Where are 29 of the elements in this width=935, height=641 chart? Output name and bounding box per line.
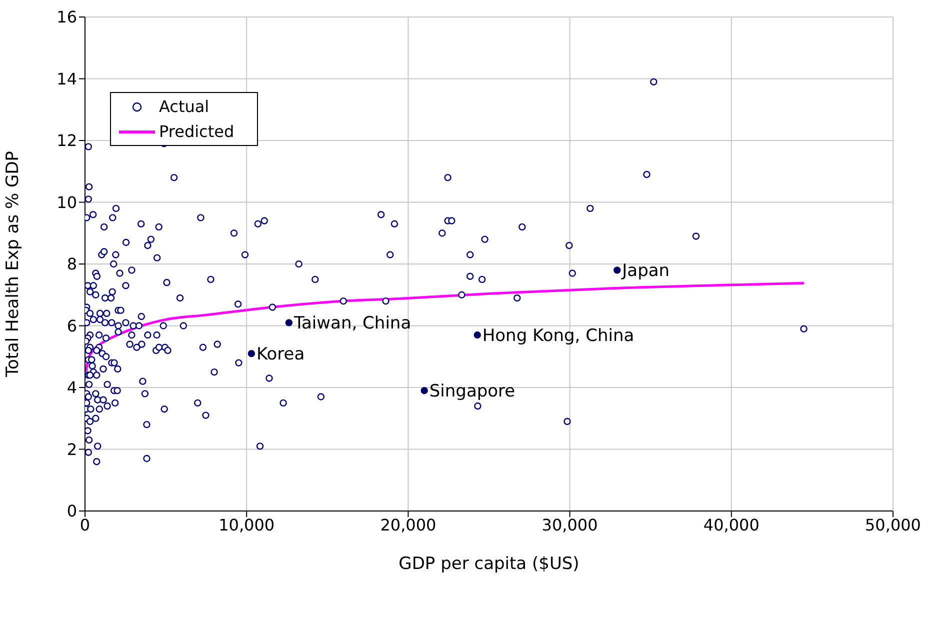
point [248, 350, 256, 358]
point [420, 386, 428, 394]
y-tick-label: 6 [66, 316, 77, 336]
annotation: Korea [256, 344, 305, 365]
legend-label: Predicted [159, 122, 234, 141]
annotation: Singapore [429, 382, 516, 402]
point [474, 331, 481, 339]
legend-label: Actual [159, 97, 210, 116]
y-tick-label: 14 [56, 69, 77, 88]
y-tick-label: 2 [66, 440, 77, 459]
x-tick-label: 50,000 [865, 515, 921, 534]
point [285, 319, 293, 326]
point [614, 266, 621, 274]
y-tick-label: 4 [66, 378, 77, 398]
x-tick-label: 30,000 [542, 515, 598, 534]
x-tick-label: 10,000 [218, 515, 275, 534]
x-axis-title: GDP per capita ($US) [398, 554, 580, 574]
x-tick-label: 20,000 [380, 515, 436, 534]
annotation: Taiwan, China [292, 314, 412, 334]
x-tick-label: 0 [80, 515, 90, 534]
y-axis-title: Total Health Exp as % GDP [3, 150, 24, 378]
annotation: Hong Kong, China [482, 326, 634, 346]
y-tick-label: 16 [56, 8, 77, 27]
y-tick-label: 0 [66, 502, 77, 521]
annotation: Japan [621, 261, 670, 282]
y-tick-label: 10 [56, 192, 77, 212]
x-tick-label: 40,000 [703, 515, 760, 534]
y-tick-label: 12 [56, 131, 77, 150]
y-tick-label: 8 [66, 254, 77, 274]
